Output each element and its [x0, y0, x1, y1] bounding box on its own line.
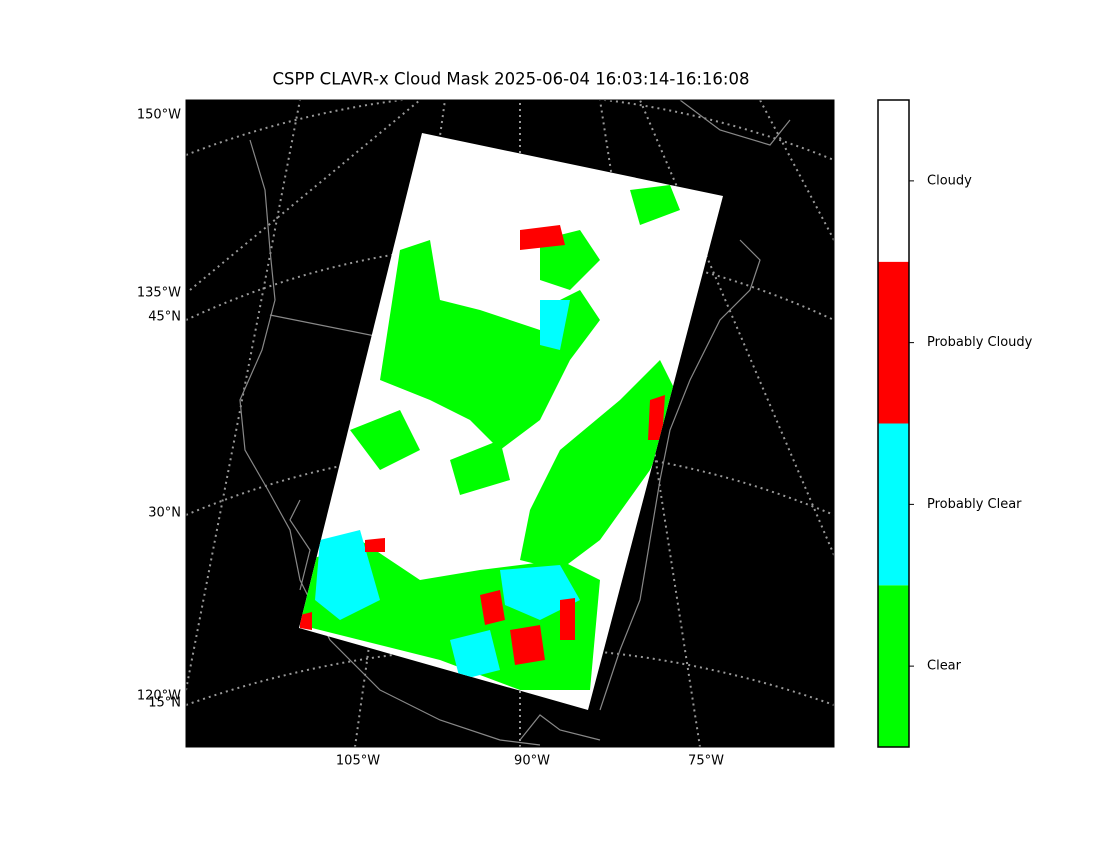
lon-label: 105°W [336, 754, 380, 769]
pixel-region [540, 300, 570, 350]
title: CSPP CLAVR-x Cloud Mask 2025-06-04 16:03… [273, 70, 750, 89]
pixel-region [560, 598, 575, 640]
pixel-region [510, 625, 545, 665]
lon-label: 150°W [137, 108, 181, 123]
pixel-region [520, 360, 680, 570]
pixel-region [630, 185, 680, 225]
cloud-mask-pixels [300, 185, 680, 690]
lon-label: 135°W [137, 286, 181, 301]
colorbar-label: Cloudy [927, 173, 972, 188]
pixel-region [450, 440, 510, 495]
pixel-region [315, 530, 380, 620]
colorbar-segment [878, 261, 909, 424]
colorbar-label: Clear [927, 659, 962, 674]
pixel-region [450, 630, 500, 680]
lat-label: 45°N [148, 310, 181, 325]
colorbar-segment [878, 100, 909, 262]
lon-label: 120°W [137, 689, 181, 704]
lon-label: 75°W [688, 754, 724, 769]
map-frame [185, 99, 835, 748]
lat-label: 15°N [148, 696, 181, 711]
colorbar-frame [877, 99, 910, 748]
colorbar-segment [878, 585, 909, 747]
pixel-region [300, 612, 312, 630]
colorbar: Clear Probably Clear Probably Cloudy Cloudy [877, 99, 1033, 748]
colorbar-segment [878, 423, 909, 586]
colorbar-label: Probably Cloudy [927, 335, 1033, 350]
pixel-region [520, 225, 565, 250]
map [186, 100, 834, 747]
pixel-region [350, 410, 420, 470]
pixel-region [648, 395, 665, 440]
pixel-region [480, 590, 505, 625]
pixel-region [365, 538, 385, 552]
pixel-region [380, 240, 600, 450]
map-labels: 150°W 135°W 45°N 30°N 120°W 15°N 105°W 9… [137, 108, 724, 769]
lon-label: 90°W [514, 754, 550, 769]
colorbar-label: Probably Clear [927, 497, 1022, 512]
lat-label: 30°N [148, 506, 181, 521]
